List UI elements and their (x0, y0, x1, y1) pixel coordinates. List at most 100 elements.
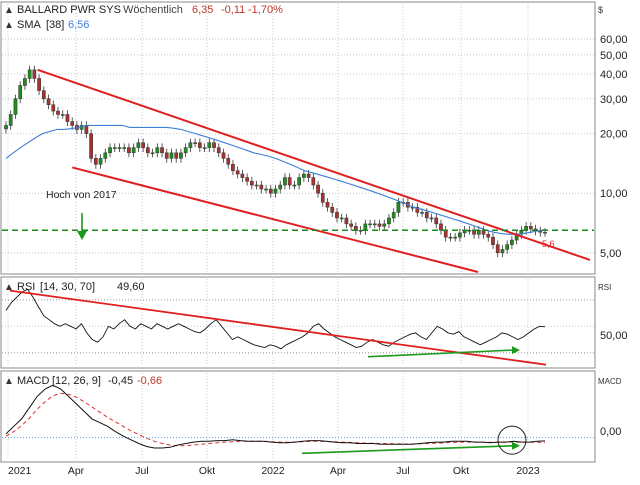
axis-layer: 2021 Apr Jul Okt 2022 Apr Jul Okt 2023 60,00 50,00… (8, 34, 628, 477)
candle-body (226, 158, 231, 165)
grid-layer (2, 4, 594, 460)
candle-body (372, 223, 377, 226)
candle-body (37, 78, 41, 91)
rsi-tick-label: 50,00 (600, 330, 628, 342)
price-legend: ▲ BALLARD PWR SYS Wöchentlich 6,35 -0,11… (4, 4, 283, 31)
candle-body (250, 180, 254, 186)
candle-body (344, 217, 349, 225)
candle-body (70, 121, 75, 126)
candle-body (495, 244, 500, 254)
candle-body (429, 217, 434, 220)
annotation-text: Hoch von 2017 (46, 189, 117, 201)
macd-caret-icon: ▲ (4, 376, 14, 387)
candle-body (311, 177, 316, 186)
level-line-label: 5,6 (542, 239, 555, 249)
candle-body (297, 177, 301, 186)
rsi-legend: ▲ RSI [14, 30, 70] 49,60 (4, 281, 145, 293)
candle-body (424, 212, 429, 219)
macd-axis-unit: MACD (598, 377, 622, 386)
upper-trend-line (37, 68, 591, 261)
macd-divergence-arrow (301, 444, 513, 455)
candle-body (108, 147, 112, 154)
sma-caret-icon: ▲ (4, 20, 14, 31)
rsi-line (5, 288, 546, 350)
candle-body (320, 192, 325, 203)
candle-body (112, 147, 117, 149)
candle-body (434, 217, 439, 225)
candle-body (278, 184, 283, 190)
macd-signal-line (5, 392, 546, 447)
candle-body (245, 177, 249, 182)
candle-body (13, 98, 18, 115)
candle-body (302, 173, 306, 178)
candle-body (240, 173, 245, 178)
macd-signal-value: -0,66 (137, 375, 162, 387)
candle-body (396, 202, 401, 213)
candle-body (292, 184, 297, 187)
candle-body (60, 114, 65, 116)
macd-label: MACD (17, 375, 49, 387)
candle-body (65, 114, 70, 122)
x-tick-label: 2021 (8, 465, 32, 477)
candle-body (8, 114, 13, 126)
candle-body (363, 223, 368, 231)
candle-body (18, 85, 23, 100)
candle-body (458, 232, 462, 238)
candle-body (264, 188, 268, 191)
candle-body (235, 170, 240, 175)
candle-body (198, 142, 202, 148)
rsi-panel-frame (0, 276, 596, 369)
sma-line (5, 124, 546, 235)
candle-body (216, 147, 221, 154)
candle-body (510, 239, 514, 245)
candle-body (131, 147, 136, 154)
price-tick-label: 30,00 (600, 94, 628, 106)
price-change-pct: -1,70% (248, 4, 283, 16)
rsi-axis-unit: RSI (598, 283, 611, 292)
down-arrow-icon (77, 213, 87, 240)
lower-trend-line (71, 166, 479, 273)
rsi-params: [14, 30, 70] (40, 281, 95, 293)
candle-body (174, 152, 179, 159)
candle-body (467, 230, 472, 232)
last-price: 6,35 (192, 4, 213, 16)
candle-body (145, 147, 150, 154)
x-tick-label: Apr (330, 465, 347, 477)
legend-caret-icon: ▲ (4, 5, 14, 16)
candle-body (382, 223, 387, 227)
candle-body (188, 142, 193, 148)
candle-body (439, 223, 443, 231)
candle-body (453, 236, 458, 239)
x-tick-label: Apr (68, 465, 85, 477)
rsi-arrowhead-icon (512, 346, 520, 355)
macd-params: [12, 26, 9] (52, 375, 101, 387)
candle-body (486, 234, 491, 238)
candle-body (287, 177, 292, 186)
candle-body (268, 188, 273, 194)
x-tick-label: Jul (396, 465, 409, 477)
price-tick-label: 20,00 (600, 129, 628, 141)
candle-body (89, 133, 93, 159)
price-layer (2, 65, 594, 273)
x-tick-label: 2022 (261, 465, 285, 477)
candle-body (500, 249, 505, 254)
rsi-label: RSI (17, 281, 35, 293)
price-tick-label: 40,00 (600, 69, 628, 81)
candle-body (51, 104, 56, 112)
candle-body (391, 212, 396, 219)
candle-body (122, 147, 127, 149)
candle-body (155, 147, 160, 154)
candle-body (358, 230, 363, 232)
candle-body (202, 147, 207, 149)
candle-body (4, 125, 8, 130)
candle-body (387, 217, 391, 225)
candle-body (32, 69, 37, 79)
candle-body (41, 90, 46, 100)
candle-body (46, 98, 51, 105)
candle-body (349, 223, 353, 227)
sma-param: [38] (46, 19, 64, 31)
x-tick-label: Okt (453, 465, 469, 477)
macd-tick-label: 0,00 (600, 426, 621, 438)
macd-line (5, 384, 546, 449)
